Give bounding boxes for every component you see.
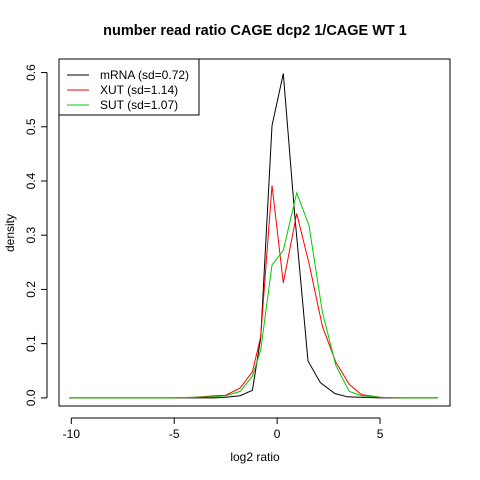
legend-box — [58, 58, 200, 116]
series-lines — [69, 73, 438, 399]
x-tick-label: -10 — [63, 427, 81, 441]
chart-title: number read ratio CAGE dcp2 1/CAGE WT 1 — [103, 23, 407, 39]
y-tick-label: 0.4 — [24, 172, 38, 189]
legend-label-3: SUT (sd=1.07) — [100, 98, 178, 112]
series-line-2 — [69, 185, 438, 399]
series-line-3 — [69, 191, 438, 399]
legend: mRNA (sd=0.72)XUT (sd=1.14)SUT (sd=1.07) — [58, 58, 200, 116]
y-tick-label: 0.1 — [24, 335, 38, 352]
x-tick-label: 0 — [274, 427, 281, 441]
legend-label-2: XUT (sd=1.14) — [100, 83, 178, 97]
plot-frame — [58, 58, 451, 407]
y-tick-label: 0.6 — [24, 64, 38, 81]
legend-label-1: mRNA (sd=0.72) — [100, 68, 189, 82]
x-axis-label: log2 ratio — [230, 450, 280, 464]
y-axis: 0.0 0.1 0.2 0.3 0.4 0.5 0.6 — [24, 64, 48, 406]
series-line-1 — [69, 73, 438, 399]
y-axis-label: density — [3, 214, 17, 252]
y-tick-label: 0.0 — [24, 389, 38, 406]
y-tick-label: 0.2 — [24, 281, 38, 298]
x-tick-label: -5 — [169, 427, 180, 441]
y-tick-label: 0.3 — [24, 227, 38, 244]
x-tick-label: 5 — [377, 427, 384, 441]
y-tick-label: 0.5 — [24, 118, 38, 135]
x-axis: -10 -5 0 5 — [63, 417, 384, 441]
